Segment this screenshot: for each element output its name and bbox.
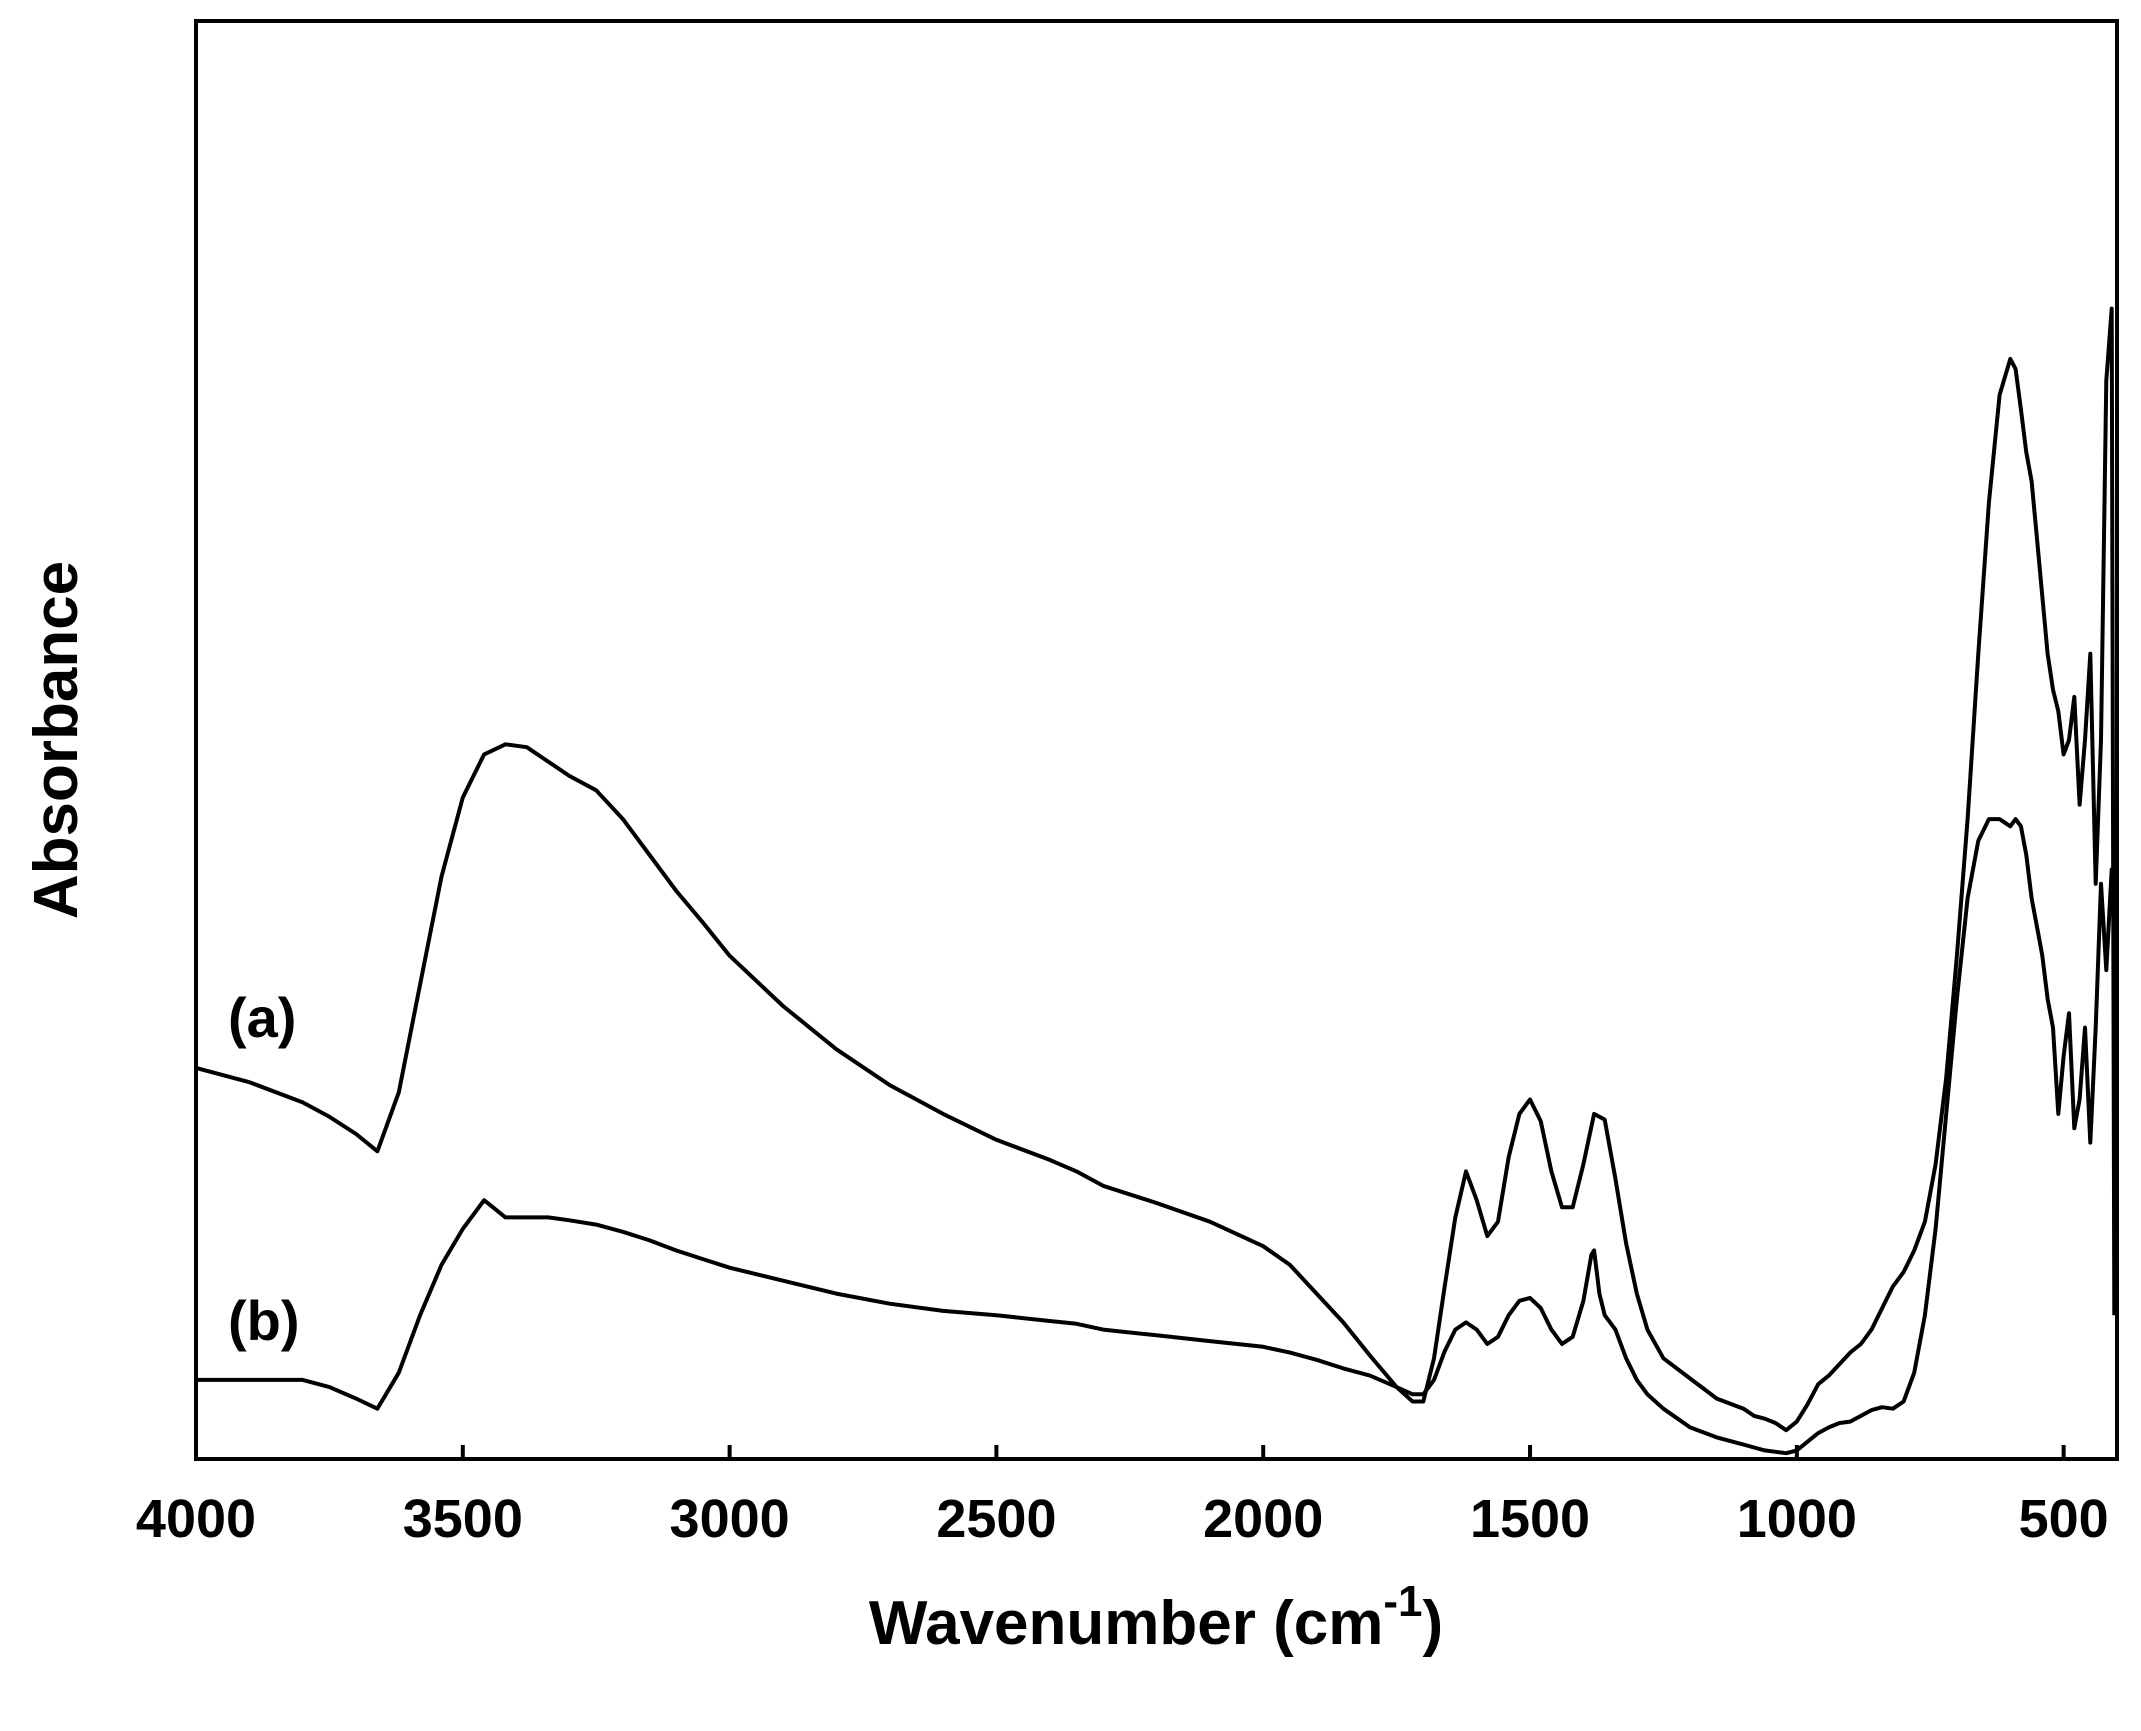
x-axis-title-superscript: -1	[1383, 1577, 1422, 1626]
series-line-a	[195, 306, 2117, 1433]
series-label-a: (a)	[228, 986, 296, 1049]
plot-frame	[194, 19, 2119, 1461]
x-axis-ticks: 4000 3500 3000 2500 2000 1500 1000 500	[136, 1445, 2109, 1549]
x-tick-label: 2000	[1203, 1489, 1323, 1549]
x-axis-title-close: )	[1422, 1589, 1443, 1658]
x-tick-label: 1000	[1737, 1489, 1857, 1549]
y-axis-title: Absorbance	[22, 561, 91, 919]
series-label-b: (b)	[228, 1289, 300, 1352]
x-tick-label: 3500	[403, 1489, 523, 1549]
x-axis-title-main: Wavenumber (cm	[869, 1589, 1384, 1658]
x-tick-label: 500	[2019, 1489, 2109, 1549]
x-tick-label: 2500	[936, 1489, 1056, 1549]
x-tick-label: 3000	[670, 1489, 790, 1549]
x-tick-label: 1500	[1470, 1489, 1590, 1549]
x-axis-title: Wavenumber (cm-1)	[869, 1577, 1443, 1658]
x-tick-label: 4000	[136, 1489, 256, 1549]
series-line-b	[196, 817, 2117, 1456]
series-layer	[195, 306, 2117, 1456]
